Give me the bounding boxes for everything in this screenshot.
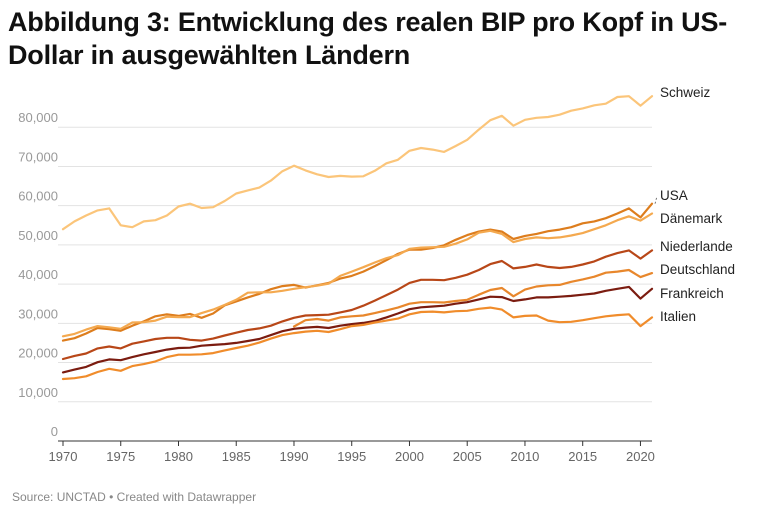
y-tick-label: 80,000: [18, 110, 58, 125]
series-label-deutschland: Deutschland: [660, 262, 735, 277]
series-line-deutschland: [292, 268, 654, 328]
source-note: Source: UNCTAD • Created with Datawrappe…: [12, 490, 257, 504]
x-tick-label: 2000: [395, 449, 424, 464]
y-tick-label: 70,000: [18, 149, 58, 164]
x-tick-label: 2015: [568, 449, 597, 464]
x-tick-label: 1990: [280, 449, 309, 464]
y-tick-label: 10,000: [18, 385, 58, 400]
x-tick-label: 1975: [106, 449, 135, 464]
series-line-italien: [61, 306, 654, 381]
y-tick-label: 40,000: [18, 267, 58, 282]
x-tick-label: 2020: [626, 449, 655, 464]
x-tick-label: 2010: [510, 449, 539, 464]
series-line-daenemark: [61, 212, 654, 338]
x-tick-label: 1985: [222, 449, 251, 464]
series-label-schweiz: Schweiz: [660, 85, 711, 100]
series-label-daenemark: Dänemark: [660, 211, 723, 226]
series-line-frankreich: [61, 285, 654, 374]
chart-title: Abbildung 3: Entwicklung des realen BIP …: [8, 7, 728, 70]
x-tick-label: 1980: [164, 449, 193, 464]
x-tick-label: 1995: [337, 449, 366, 464]
x-tick-label: 1970: [49, 449, 78, 464]
label-connector-usa: [654, 195, 658, 204]
series-label-italien: Italien: [660, 309, 696, 324]
y-tick-label: 30,000: [18, 306, 58, 321]
y-tick-label: 50,000: [18, 228, 58, 243]
series-label-niederlande: Niederlande: [660, 239, 733, 254]
series-line-schweiz: [61, 95, 654, 231]
series-label-usa: USA: [660, 188, 688, 203]
y-tick-label: 20,000: [18, 346, 58, 361]
x-tick-label: 2005: [453, 449, 482, 464]
series-label-frankreich: Frankreich: [660, 286, 724, 301]
series-line-niederlande: [61, 249, 654, 361]
y-tick-label: 0: [51, 424, 58, 439]
series-line-usa: [61, 202, 654, 342]
y-tick-label: 60,000: [18, 189, 58, 204]
